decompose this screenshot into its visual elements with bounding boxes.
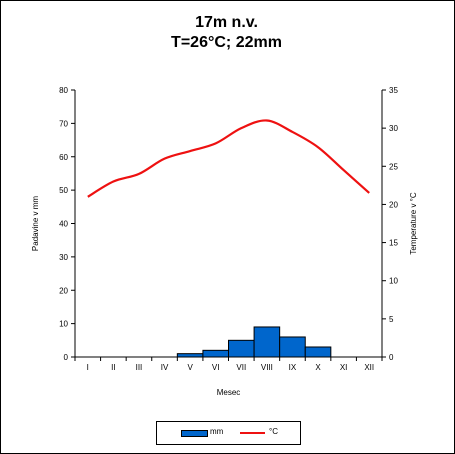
y-right-tick-label: 30 xyxy=(389,124,398,133)
x-tick-label: II xyxy=(111,363,115,372)
y-left-tick-label: 80 xyxy=(59,86,68,95)
y-right-tick-label: 35 xyxy=(389,86,398,95)
x-tick-label: VIII xyxy=(261,363,273,372)
y-right-tick-label: 20 xyxy=(389,200,398,209)
temperature-line xyxy=(87,119,370,198)
legend-label-mm: mm xyxy=(210,427,224,436)
precip-bar xyxy=(253,326,281,358)
y-axis-right-title: Temperature v °C xyxy=(409,192,418,255)
y-right-tick-label: 10 xyxy=(389,277,398,286)
y-left-tick-label: 30 xyxy=(59,253,68,262)
y-left-tick-label: 60 xyxy=(59,153,68,162)
x-tick-label: XII xyxy=(364,363,374,372)
y-right-tick-label: 5 xyxy=(389,315,394,324)
y-left-tick-label: 20 xyxy=(59,286,68,295)
x-tick-label: IV xyxy=(161,363,169,372)
y-left-tick-label: 40 xyxy=(59,220,68,229)
x-tick-label: XI xyxy=(340,363,348,372)
y-right-tick-label: 25 xyxy=(389,162,398,171)
y-left-tick-label: 10 xyxy=(59,320,68,329)
y-axis-left-title: Padavine v mm xyxy=(31,196,40,251)
x-tick-label: VII xyxy=(236,363,246,372)
chart-subtitle: T=26°C; 22mm xyxy=(171,34,282,51)
x-axis-title: Mesec xyxy=(217,388,241,397)
legend-label-temp: °C xyxy=(269,427,278,436)
y-right-tick-label: 15 xyxy=(389,239,398,248)
x-tick-label: III xyxy=(136,363,143,372)
x-tick-label: IX xyxy=(289,363,297,372)
legend-swatch-mm xyxy=(181,430,208,437)
precip-bar xyxy=(176,353,204,358)
x-tick-label: I xyxy=(87,363,89,372)
y-left-tick-label: 70 xyxy=(59,119,68,128)
precip-bar xyxy=(279,336,306,358)
y-left-tick-label: 0 xyxy=(64,353,69,362)
x-tick-label: X xyxy=(315,363,321,372)
y-left-tick-label: 50 xyxy=(59,186,68,195)
precip-bar xyxy=(228,339,255,358)
precip-bar xyxy=(202,349,230,358)
legend: mm °C xyxy=(156,421,301,445)
chart-title: 17m n.v. xyxy=(195,14,258,31)
x-tick-label: V xyxy=(187,363,193,372)
x-tick-label: VI xyxy=(212,363,220,372)
legend-swatch-temp xyxy=(240,432,265,434)
precip-bar xyxy=(304,346,332,358)
y-right-tick-label: 0 xyxy=(389,353,394,362)
